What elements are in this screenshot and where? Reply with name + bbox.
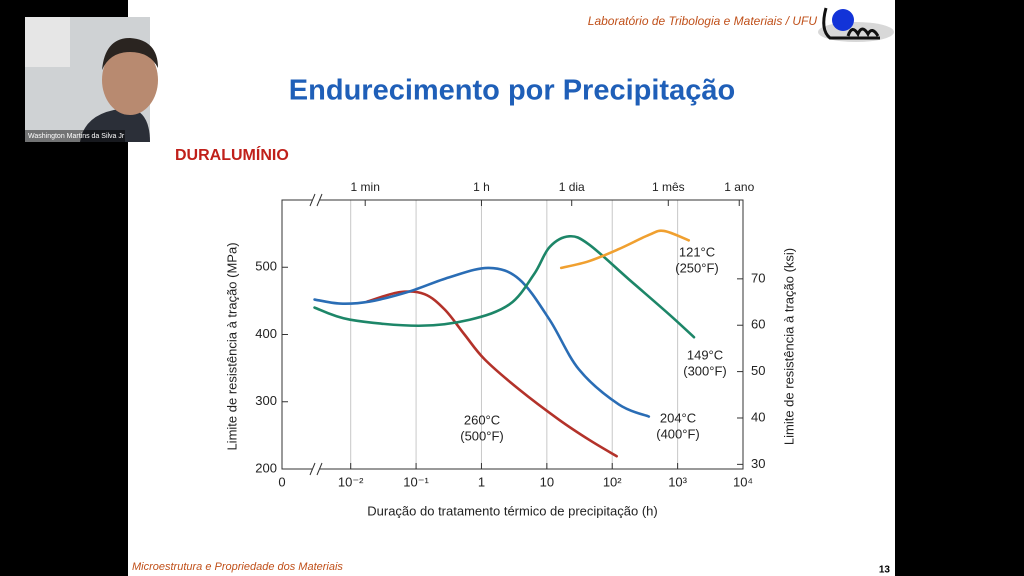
series-label: 260°C bbox=[464, 412, 500, 427]
hair bbox=[102, 38, 158, 70]
logo-circle bbox=[832, 9, 854, 31]
name-bar bbox=[25, 130, 125, 142]
y2-tick-label: 50 bbox=[751, 363, 765, 378]
y2-tick-label: 60 bbox=[751, 317, 765, 332]
cabinet bbox=[25, 17, 70, 67]
axis-break bbox=[309, 193, 323, 207]
y-tick-label: 500 bbox=[255, 259, 277, 274]
x2-tick-label: 1 ano bbox=[724, 180, 754, 194]
x2-tick-label: 1 h bbox=[473, 180, 490, 194]
axis-break-gap bbox=[312, 465, 320, 473]
data-line bbox=[313, 234, 696, 339]
y-tick-label: 300 bbox=[255, 393, 277, 408]
y2-tick-label: 40 bbox=[751, 409, 765, 424]
chart: 10⁻² 10⁻¹ 1 10 10² 10³ 10⁴ 0 1 min 1 h 1 dia 1 mês 1… bbox=[224, 180, 796, 518]
x-tick-label: 10² bbox=[603, 474, 622, 489]
plot-frame bbox=[281, 199, 744, 470]
x-tick-label: 10³ bbox=[668, 474, 687, 489]
footer: Microestrutura e Propriedade dos Materia… bbox=[132, 561, 343, 573]
series-label: 204°C bbox=[660, 410, 696, 425]
y-axis-title: Limite de resistência à tração (MPa) bbox=[224, 242, 239, 450]
participant-name: Washington Martins da Silva Jr bbox=[28, 133, 125, 140]
page-number: 13 bbox=[879, 565, 891, 576]
y2-tick-label: 70 bbox=[751, 270, 765, 285]
x-tick-label: 10⁻² bbox=[338, 474, 364, 489]
x-tick-label: 10⁴ bbox=[733, 474, 753, 489]
x2-tick-label: 1 min bbox=[351, 180, 380, 194]
x2-tick-label: 1 mês bbox=[652, 180, 685, 194]
webcam: Washington Martins da Silva Jr bbox=[25, 17, 158, 142]
series-label-f: (300°F) bbox=[683, 363, 727, 378]
lab-name: Laboratório de Tribologia e Materiais / … bbox=[588, 14, 818, 28]
x-tick-label: 10⁻¹ bbox=[403, 474, 429, 489]
x-axis-title: Duração do tratamento térmico de precipi… bbox=[367, 503, 657, 518]
series-label: 149°C bbox=[687, 347, 723, 362]
y2-tick-label: 30 bbox=[751, 456, 765, 471]
y2-axis-title: Limite de resistência à tração (ksi) bbox=[781, 248, 796, 445]
data-line bbox=[559, 229, 691, 270]
x-break-label: 0 bbox=[278, 474, 285, 489]
x-tick-label: 1 bbox=[478, 474, 485, 489]
y-tick-label: 200 bbox=[255, 460, 277, 475]
slide-subtitle: DURALUMÍNIO bbox=[175, 145, 289, 164]
logo-mark bbox=[822, 7, 880, 40]
slide-title: Endurecimento por Precipitação bbox=[289, 75, 735, 107]
axis-break-gap bbox=[312, 196, 320, 204]
logo bbox=[818, 7, 894, 42]
face bbox=[102, 45, 158, 115]
x2-tick-label: 1 dia bbox=[559, 180, 585, 194]
series-label-f: (250°F) bbox=[675, 260, 719, 275]
data-line bbox=[313, 266, 651, 418]
series-label-f: (400°F) bbox=[656, 426, 700, 441]
shirt bbox=[80, 108, 150, 142]
y-tick-label: 400 bbox=[255, 326, 277, 341]
x-tick-label: 10 bbox=[540, 474, 554, 489]
axis-break bbox=[309, 462, 323, 476]
slide bbox=[128, 0, 895, 576]
series-label: 121°C bbox=[679, 244, 715, 259]
series-label-f: (500°F) bbox=[460, 428, 504, 443]
